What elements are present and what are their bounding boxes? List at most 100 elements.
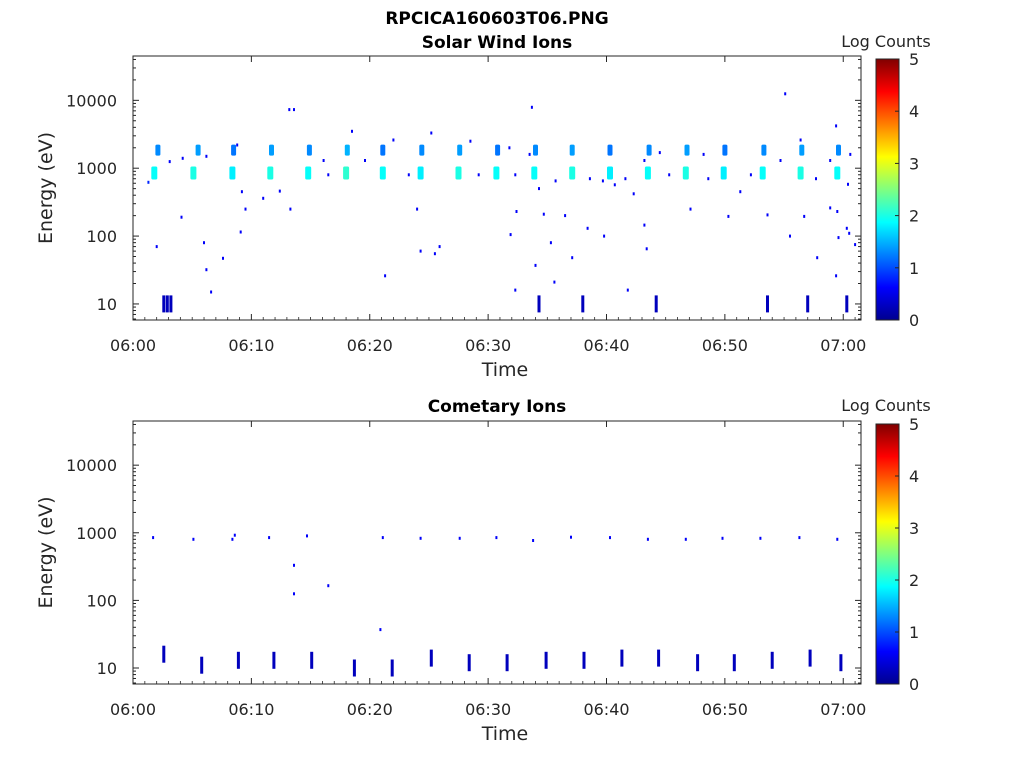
x-tick-label: 06:50 [702, 336, 748, 355]
data-point [155, 245, 158, 249]
data-marks [147, 92, 857, 313]
data-point [588, 177, 591, 181]
data-point [162, 295, 166, 313]
data-point [682, 166, 689, 180]
data-point [829, 159, 832, 162]
data-point [514, 288, 517, 292]
y-axis: 10 100 1000 10000 Energy (eV) [35, 423, 861, 684]
data-point [707, 177, 710, 181]
data-point [419, 249, 422, 253]
data-point [364, 159, 366, 162]
data-point [554, 179, 557, 183]
colorbar-gradient [875, 58, 900, 321]
data-point [236, 143, 239, 147]
colorbar-tick-label: 2 [909, 571, 919, 590]
data-point [684, 537, 687, 541]
y-tick-label: 10000 [66, 91, 117, 110]
data-point [542, 212, 545, 216]
data-point [222, 256, 224, 260]
data-point [514, 173, 517, 177]
x-tick-label: 06:10 [228, 336, 274, 355]
data-point [240, 190, 243, 194]
data-point [272, 651, 276, 669]
data-point [239, 230, 242, 234]
data-point [205, 154, 208, 158]
colorbar-tick-label: 0 [909, 675, 919, 694]
data-point [581, 295, 585, 313]
data-point [155, 144, 161, 156]
data-point [696, 654, 700, 672]
data-point [829, 206, 832, 210]
colorbar-label: Log Counts [841, 396, 931, 415]
data-point [458, 536, 461, 540]
data-point [152, 536, 155, 540]
data-point [344, 144, 350, 156]
data-point [190, 166, 197, 180]
data-point [151, 166, 158, 180]
data-point [231, 537, 234, 541]
x-tick-label: 06:20 [347, 700, 393, 719]
data-point [837, 236, 840, 240]
data-point [803, 214, 806, 218]
data-point [477, 173, 480, 177]
data-point [544, 651, 548, 669]
data-point [205, 268, 208, 272]
data-point [180, 215, 183, 219]
data-point [770, 651, 774, 669]
data-point [684, 144, 690, 156]
colorbar-tick-label: 4 [909, 102, 919, 121]
colorbar-tick-label: 5 [909, 415, 919, 434]
data-point [538, 187, 540, 191]
data-point [607, 166, 613, 180]
data-point [537, 295, 541, 313]
data-point [834, 166, 841, 180]
data-point [327, 584, 330, 588]
panel-title: Cometary Ions [428, 397, 567, 417]
x-axis-label: Time [481, 723, 529, 745]
data-point [845, 226, 848, 230]
x-tick-label: 06:10 [228, 700, 274, 719]
data-point [384, 274, 387, 278]
data-point [493, 166, 500, 180]
colorbar-label: Log Counts [841, 32, 931, 51]
data-point [165, 295, 169, 313]
plot-frame [132, 420, 862, 685]
data-point [457, 144, 463, 156]
data-point [806, 295, 810, 313]
data-point [268, 536, 271, 540]
y-tick-label: 1000 [76, 159, 117, 178]
data-point [417, 166, 424, 180]
data-point [854, 243, 857, 247]
x-tick-label: 06:30 [465, 700, 511, 719]
data-point [407, 173, 410, 177]
data-point [607, 144, 613, 156]
data-point [624, 177, 627, 181]
data-point [766, 295, 769, 313]
data-point [586, 226, 589, 230]
data-point [835, 124, 838, 128]
x-tick-label: 06:40 [583, 336, 629, 355]
y-axis: 10 100 1000 10000 Energy (eV) [35, 58, 861, 320]
data-point [192, 537, 195, 541]
data-point [849, 152, 852, 156]
data-point [532, 539, 535, 542]
data-point [380, 144, 386, 156]
data-point [845, 295, 849, 313]
colorbar-tick-label: 5 [909, 50, 919, 69]
x-tick-label: 06:20 [347, 336, 393, 355]
data-point [293, 563, 295, 567]
y-tick-label: 10000 [66, 456, 117, 475]
data-point [799, 144, 805, 156]
data-point [181, 156, 184, 160]
data-point [269, 144, 274, 156]
data-point [195, 144, 201, 156]
colorbar-tick-label: 2 [909, 207, 919, 226]
colorbar-tick-label: 3 [909, 519, 919, 538]
data-point [352, 659, 356, 677]
data-point [530, 105, 533, 109]
data-point [727, 214, 730, 218]
data-point [836, 210, 839, 213]
data-point [732, 654, 736, 672]
